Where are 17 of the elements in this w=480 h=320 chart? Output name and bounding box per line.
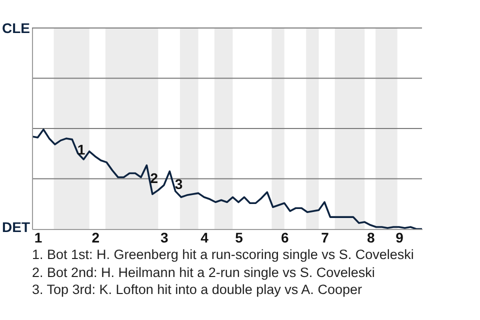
text: 3. Top 3rd: K. Lofton hit into a double play vs A. Cooper <box>32 281 363 298</box>
text: 1. Bot 1st: H. Greenberg hit a run-scoring single vs S. Coveleski <box>32 246 414 264</box>
x-tick-label: 1 <box>34 230 42 246</box>
annotation: 2 <box>150 170 158 186</box>
x-tick-label: 2 <box>92 230 100 246</box>
text: DET <box>2 219 30 235</box>
x-tick-label: 5 <box>235 230 244 246</box>
annotation: 1 <box>77 141 86 158</box>
x-tick-label: 9 <box>396 230 404 246</box>
text: 2. Bot 2nd: H. Heilmann hit a 2-run single vs S. Coveleski <box>32 264 376 281</box>
x-tick-label: 4 <box>200 230 209 246</box>
x-tick-label: 7 <box>321 230 330 246</box>
x-tick-label: 8 <box>366 230 375 246</box>
x-tick-label: 6 <box>280 230 289 246</box>
annotation: 3 <box>174 176 183 192</box>
x-tick-label: 3 <box>160 230 169 246</box>
text: CLE <box>2 20 30 36</box>
